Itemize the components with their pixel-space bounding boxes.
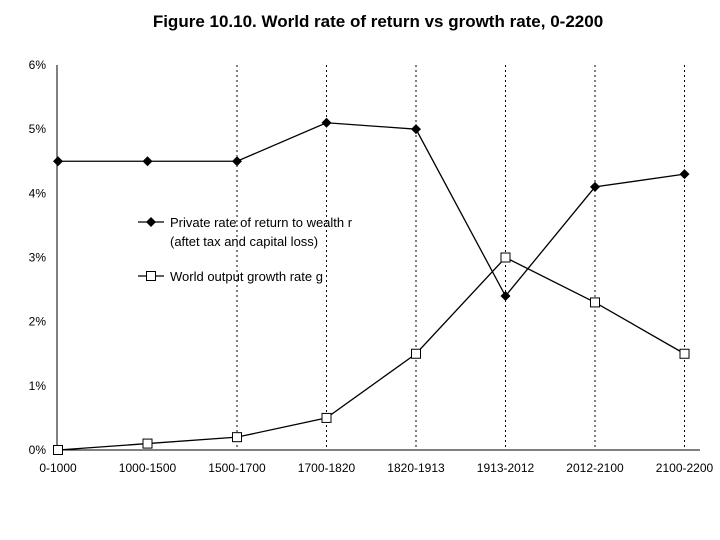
x-tick-label: 1700-1820 (298, 461, 356, 475)
legend-r-label-line2: (aftet tax and capital loss) (170, 234, 318, 249)
y-tick-label: 1% (29, 379, 47, 393)
data-point-g (321, 412, 332, 423)
series-markers (53, 117, 690, 455)
data-point-g (142, 438, 153, 449)
legend-r-marker (146, 217, 156, 227)
data-point-g (232, 432, 242, 443)
data-point-r (590, 181, 600, 192)
x-tick-label: 2100-2200 (656, 461, 714, 475)
data-point-g (679, 348, 690, 359)
x-tick-label: 1913-2012 (477, 461, 535, 475)
legend-g-marker (146, 271, 156, 281)
y-tick-label: 0% (29, 443, 47, 457)
x-tick-label: 2012-2100 (566, 461, 624, 475)
chart-title: Figure 10.10. World rate of return vs gr… (153, 12, 603, 31)
data-point-r (142, 156, 153, 167)
series-lines (57, 122, 685, 451)
y-axis-ticks: 0% 1% 2% 3% 4% 5% 6% (29, 58, 47, 457)
x-tick-label: 1000-1500 (119, 461, 177, 475)
gridlines (236, 65, 685, 450)
y-tick-label: 5% (29, 122, 47, 136)
data-point-g (53, 445, 63, 455)
x-tick-label: 1500-1700 (208, 461, 266, 475)
data-point-g (500, 252, 511, 263)
x-tick-label: 0-1000 (39, 461, 77, 475)
legend-r-label: Private rate of return to wealth r (170, 215, 353, 230)
data-point-r (53, 156, 63, 167)
y-tick-label: 4% (29, 186, 47, 200)
y-tick-label: 6% (29, 58, 47, 72)
y-tick-label: 3% (29, 251, 47, 265)
data-point-g (411, 348, 421, 359)
legend: Private rate of return to wealth r (afte… (138, 215, 353, 284)
data-point-r (500, 291, 511, 301)
legend-g-label: World output growth rate g (170, 269, 323, 284)
data-point-r (679, 169, 690, 180)
data-point-r (232, 156, 242, 167)
y-tick-label: 2% (29, 315, 47, 329)
data-point-r (321, 117, 332, 128)
series-line-r (58, 122, 685, 298)
data-point-r (411, 124, 421, 135)
series-line-g (57, 256, 685, 451)
x-axis-ticks: 0-1000 1000-1500 1500-1700 1700-1820 1820-19… (39, 461, 713, 475)
data-point-g (590, 297, 600, 308)
x-tick-label: 1820-1913 (387, 461, 445, 475)
